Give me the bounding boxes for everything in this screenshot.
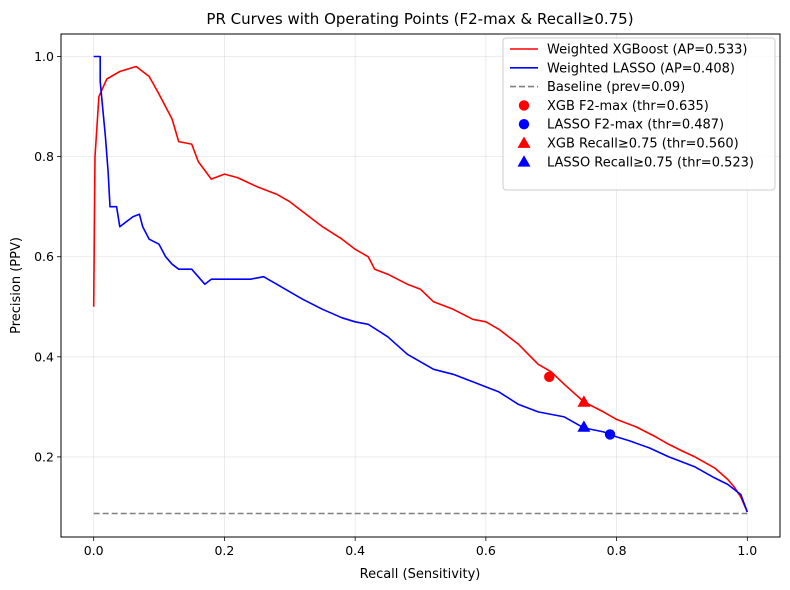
x-tick-label: 1.0: [737, 543, 757, 558]
legend-marker-swatch-2: [517, 136, 531, 148]
legend-label-marker-1: LASSO F2-max (thr=0.487): [547, 118, 724, 133]
y-axis-ticks: 0.2 0.4 0.6 0.8 1.0: [34, 49, 61, 464]
x-tick-label: 0.4: [345, 543, 365, 558]
y-tick-label: 0.4: [34, 349, 54, 364]
x-axis-ticks: 0.0 0.2 0.4 0.6 0.8 1.0: [84, 537, 757, 558]
legend-label-series-1: Weighted LASSO (AP=0.408): [547, 61, 735, 76]
x-tick-label: 0.8: [607, 543, 627, 558]
legend-marker-swatch-1: [518, 119, 530, 130]
series-lines: [92, 55, 749, 515]
x-tick-label: 0.2: [214, 543, 234, 558]
legend-marker-swatch-3: [517, 155, 531, 167]
y-tick-label: 0.6: [34, 249, 54, 264]
chart-title: PR Curves with Operating Points (F2-max …: [206, 10, 633, 28]
series-line-0: [92, 65, 749, 513]
operating-point-marker-2: [577, 395, 591, 407]
y-tick-label: 1.0: [34, 49, 54, 64]
x-tick-label: 0.0: [84, 543, 104, 558]
legend-marker-swatch-0: [518, 100, 530, 111]
legend-label-series-2: Baseline (prev=0.09): [547, 80, 685, 95]
series-line-1: [93, 55, 749, 513]
y-axis-title: Precision (PPV): [9, 237, 24, 334]
legend-label-marker-3: LASSO Recall≥0.75 (thr=0.523): [547, 155, 754, 170]
legend-label-marker-2: XGB Recall≥0.75 (thr=0.560): [547, 137, 739, 152]
legend-label-marker-0: XGB F2-max (thr=0.635): [547, 99, 709, 114]
y-tick-label: 0.2: [34, 449, 54, 464]
operating-point-marker-3: [577, 420, 591, 432]
operating-point-markers: [544, 371, 616, 440]
y-tick-label: 0.8: [34, 149, 54, 164]
operating-point-marker-1: [604, 429, 616, 440]
plot-frame: [60, 33, 781, 538]
legend: Weighted XGBoost (AP=0.533) Weighted LASS…: [502, 37, 776, 191]
legend-box: [502, 37, 776, 191]
operating-point-marker-0: [544, 371, 555, 383]
legend-label-series-0: Weighted XGBoost (AP=0.533): [547, 43, 747, 58]
x-axis-title: Recall (Sensitivity): [360, 567, 481, 582]
x-tick-label: 0.6: [476, 543, 496, 558]
